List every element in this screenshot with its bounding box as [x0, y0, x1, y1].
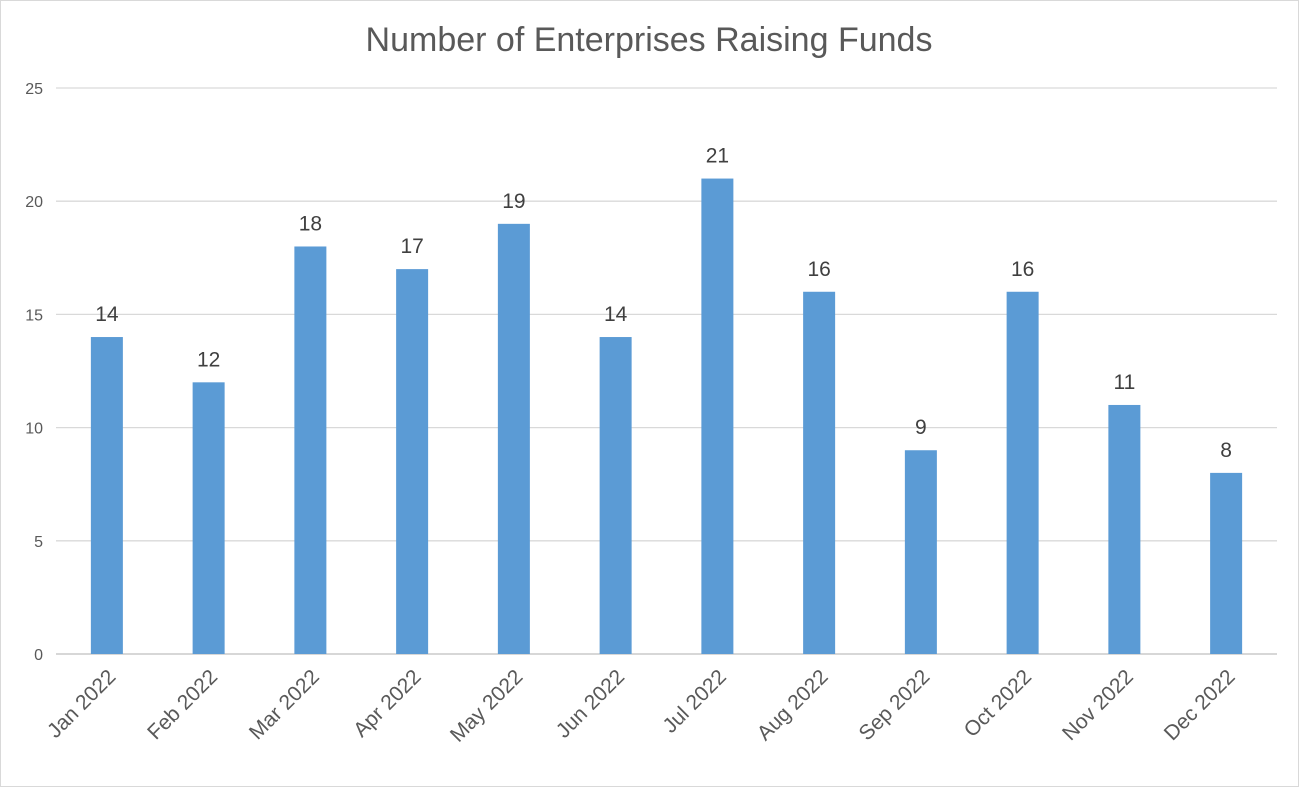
gridlines: [56, 87, 1277, 655]
bar-nov-2022: [1108, 404, 1141, 654]
y-tick-label: 25: [25, 81, 43, 98]
x-tick-label: Jan 2022: [43, 665, 120, 742]
y-tick-label: 15: [25, 307, 43, 324]
data-label: 8: [1220, 439, 1232, 462]
bar-jan-2022: [90, 337, 123, 654]
data-label: 21: [706, 145, 729, 168]
x-tick-label: Dec 2022: [1160, 665, 1240, 745]
bar-may-2022: [497, 223, 530, 654]
bars: [90, 178, 1243, 655]
bar-dec-2022: [1210, 472, 1243, 654]
data-label: 16: [1011, 258, 1034, 281]
y-tick-label: 20: [25, 194, 43, 211]
bar-oct-2022: [1006, 291, 1039, 654]
data-label: 18: [299, 212, 322, 235]
bar-feb-2022: [192, 382, 225, 654]
bar-jun-2022: [599, 337, 632, 654]
bar-aug-2022: [803, 291, 836, 654]
bar-jul-2022: [701, 178, 734, 654]
x-tick-label: Jul 2022: [658, 665, 730, 737]
y-axis: 0 5 10 15 20 25: [25, 81, 43, 664]
data-label: 11: [1113, 371, 1135, 394]
data-label: 12: [197, 348, 220, 371]
data-label: 14: [604, 303, 628, 326]
data-label: 19: [502, 190, 525, 213]
x-tick-label: Feb 2022: [143, 665, 222, 744]
x-tick-label: Sep 2022: [855, 665, 935, 745]
data-label: 9: [915, 416, 927, 439]
x-tick-label: Aug 2022: [753, 665, 833, 745]
data-label: 16: [807, 258, 830, 281]
y-tick-label: 0: [34, 647, 43, 664]
x-tick-label: May 2022: [446, 665, 527, 746]
x-tick-label: Nov 2022: [1058, 665, 1138, 745]
x-tick-label: Apr 2022: [349, 665, 426, 742]
chart-title: Number of Enterprises Raising Funds: [366, 21, 933, 59]
y-tick-label: 5: [34, 534, 43, 551]
y-tick-label: 10: [25, 421, 43, 438]
bar-apr-2022: [396, 269, 429, 654]
bar-sep-2022: [904, 450, 937, 654]
data-labels: 14 12 18 17 19 14 21 16 9 16 11 8: [95, 145, 1232, 462]
x-tick-label: Jun 2022: [552, 665, 629, 742]
x-tick-label: Mar 2022: [245, 665, 324, 744]
x-tick-label: Oct 2022: [960, 665, 1037, 742]
x-axis: Jan 2022 Feb 2022 Mar 2022 Apr 2022 May 2022…: [43, 665, 1240, 746]
bar-mar-2022: [294, 246, 327, 655]
data-label: 17: [400, 235, 423, 258]
data-label: 14: [95, 303, 119, 326]
